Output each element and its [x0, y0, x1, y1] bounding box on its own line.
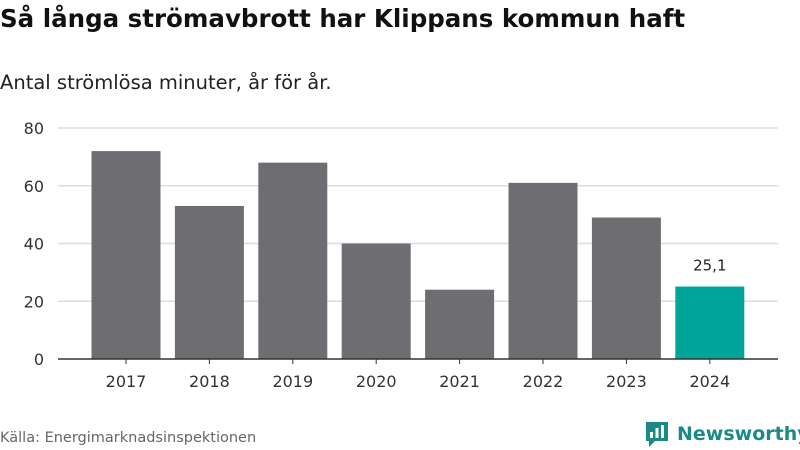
data-label-2024: 25,1: [693, 257, 726, 275]
bar-2021: [425, 289, 495, 359]
bar-2022: [508, 182, 578, 359]
y-axis-ticks: 0 20 40 60 80: [24, 119, 44, 369]
bar-2018: [174, 205, 244, 359]
bar-2019: [258, 162, 328, 359]
source-note: Källa: Energimarknadsinspektionen: [0, 430, 257, 446]
y-tick-label: 20: [24, 292, 44, 311]
bars: [91, 151, 745, 359]
newsworthy-logo: Newsworthy: [644, 420, 800, 448]
x-tick-label: 2020: [356, 372, 397, 391]
y-tick-label: 40: [24, 235, 44, 254]
x-tick-label: 2023: [606, 372, 647, 391]
chart-subtitle: Antal strömlösa minuter, år för år.: [0, 71, 332, 94]
x-tick-label: 2017: [106, 372, 147, 391]
x-tick-label: 2021: [439, 372, 480, 391]
bar-2020: [341, 243, 411, 359]
x-tick-label: 2024: [689, 372, 730, 391]
x-tick-label: 2022: [523, 372, 564, 391]
x-tick-label: 2019: [272, 372, 313, 391]
newsworthy-logo-icon: [646, 422, 668, 447]
bar-2023: [591, 217, 661, 359]
bar-2017: [91, 151, 161, 359]
newsworthy-logo-text: Newsworthy: [677, 423, 800, 445]
y-tick-label: 80: [24, 119, 44, 138]
y-tick-label: 60: [24, 177, 44, 196]
bar-2024: [675, 286, 745, 359]
x-tick-label: 2018: [189, 372, 230, 391]
data-labels: 25,1: [693, 257, 726, 275]
y-tick-label: 0: [34, 350, 44, 369]
x-axis-ticks: 2017 2018 2019 2020 2021 2022 2023 2024: [106, 359, 730, 391]
gridlines: [58, 127, 778, 302]
chart-title: Så långa strömavbrott har Klippans kommu…: [0, 4, 686, 33]
